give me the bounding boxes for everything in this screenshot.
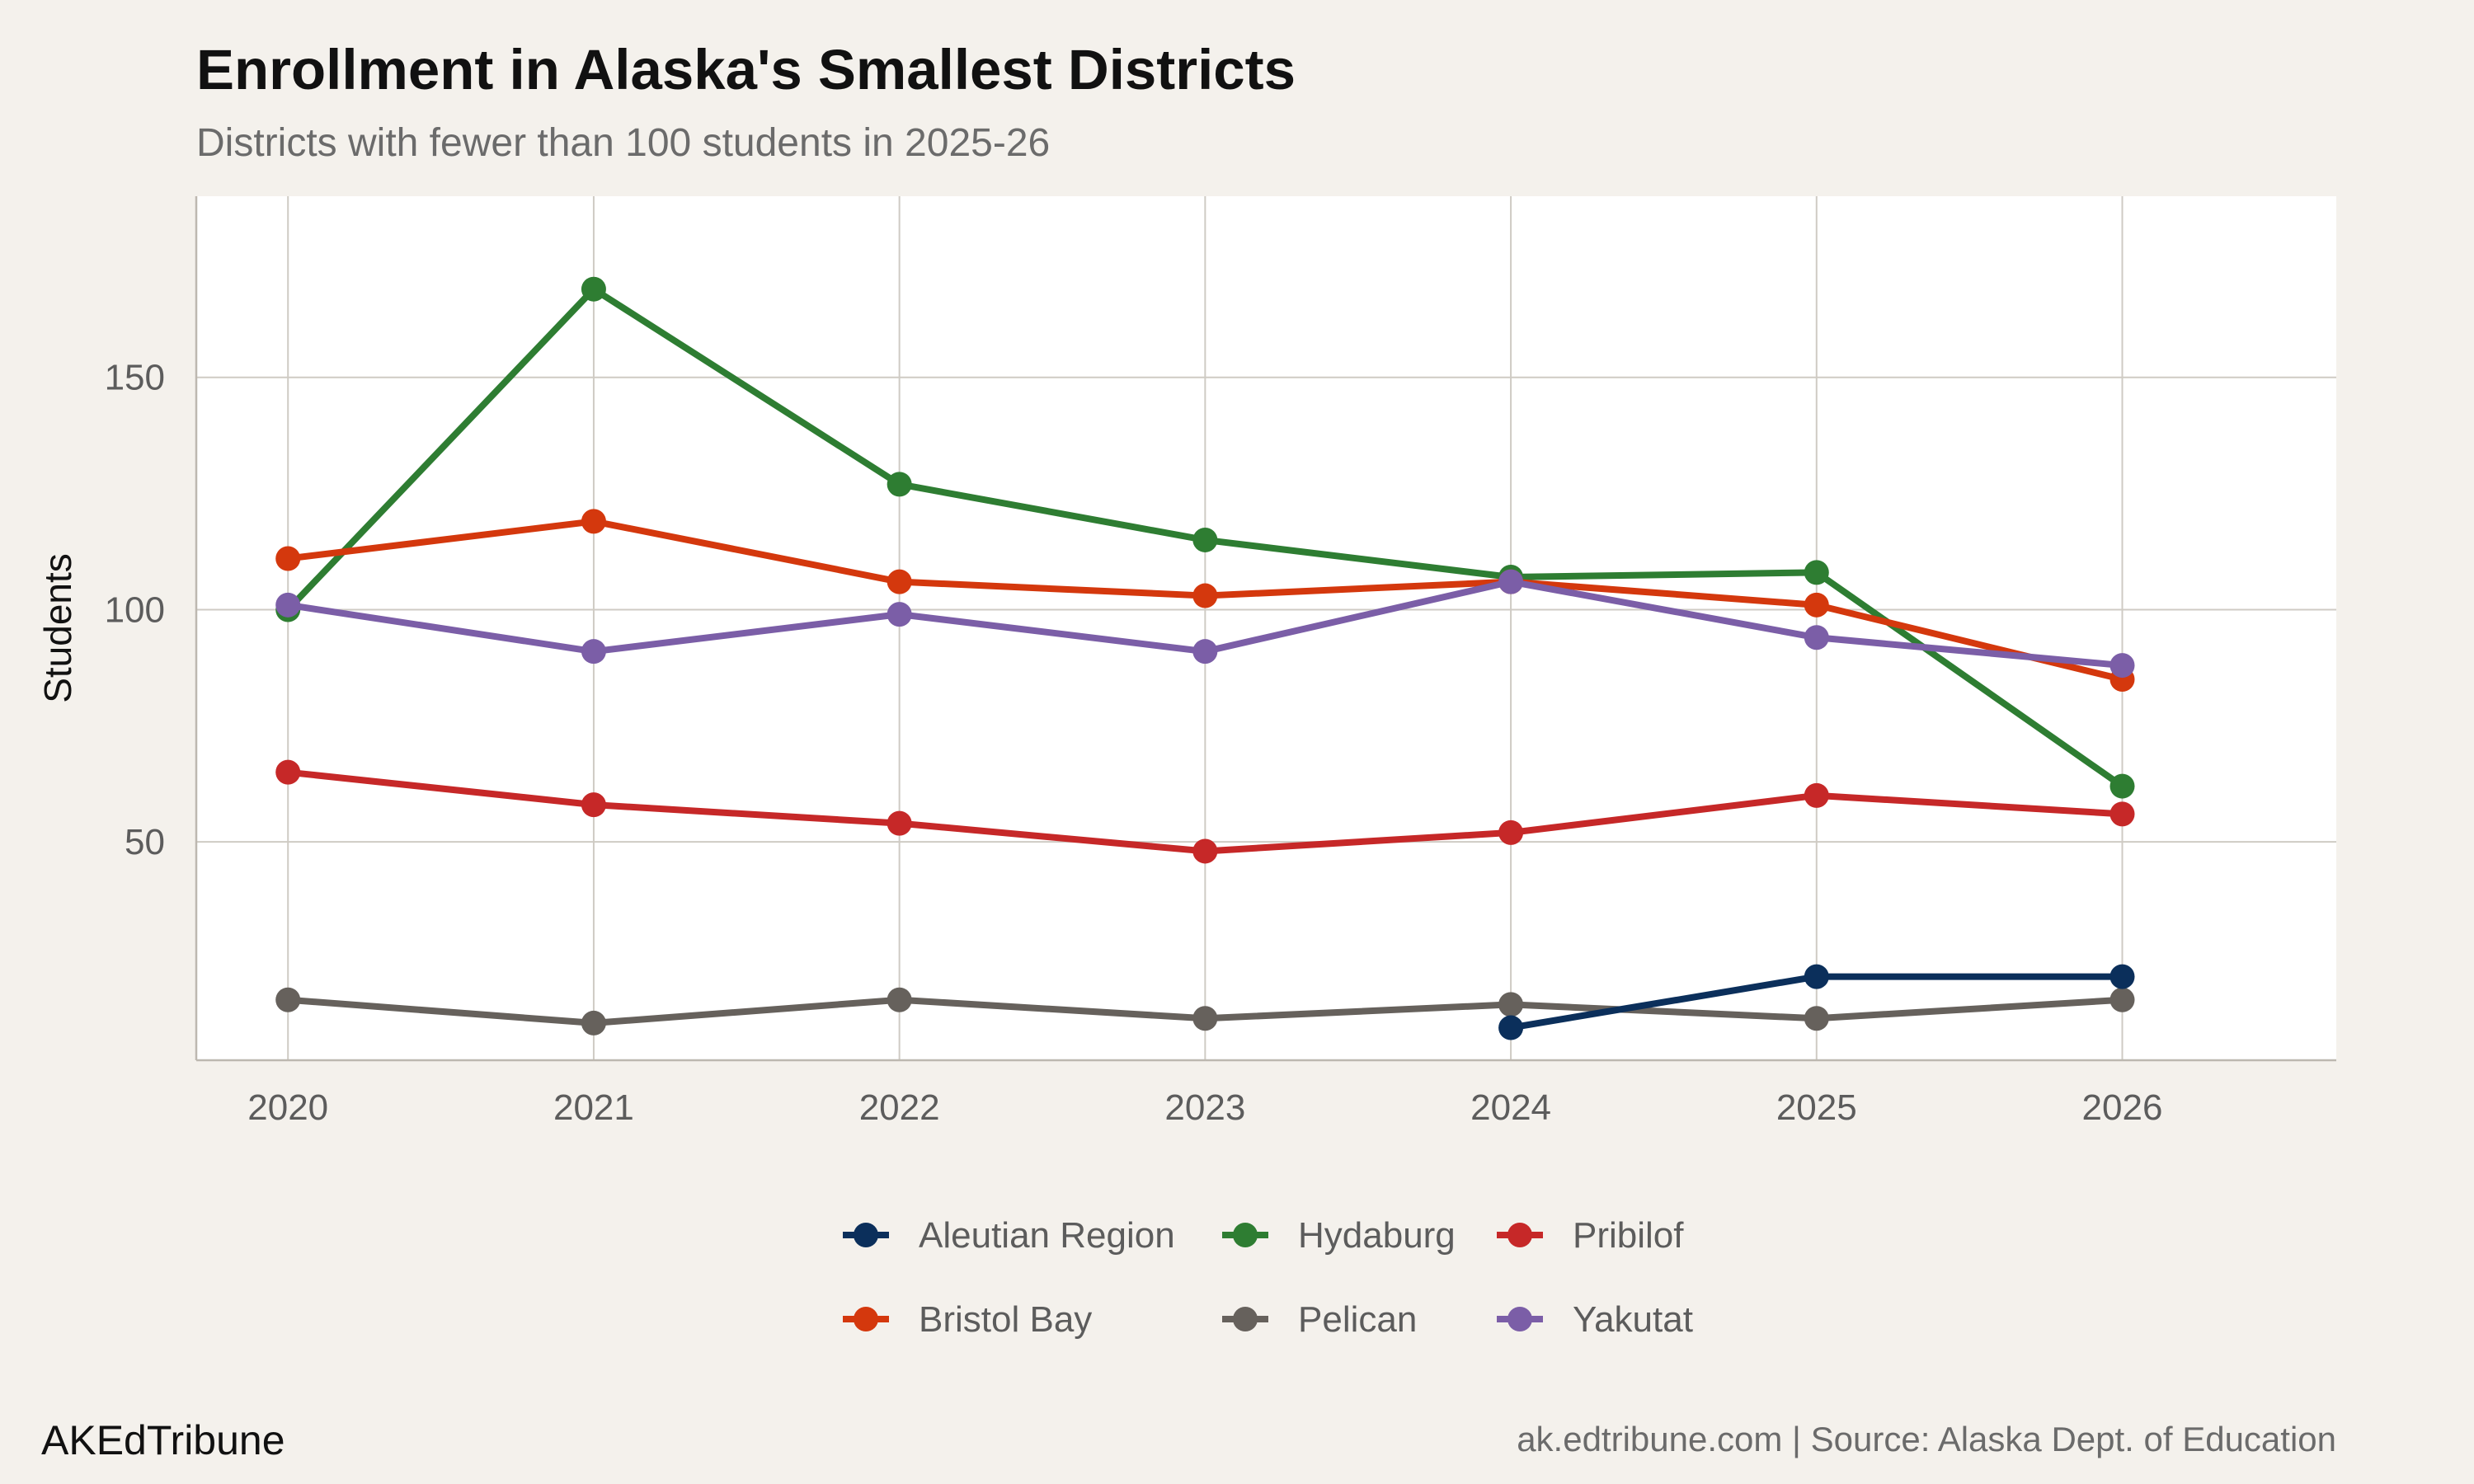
data-point-pelican: [887, 987, 912, 1012]
legend-label: Hydaburg: [1298, 1215, 1456, 1256]
y-tick-label: 100: [105, 589, 165, 630]
x-tick-label: 2026: [2082, 1087, 2163, 1128]
data-point-yakutat: [887, 602, 912, 627]
legend-key-marker: [1233, 1307, 1258, 1331]
data-point-hydaburg: [887, 472, 912, 497]
legend-item-aleutian-region: Aleutian Region: [843, 1215, 1175, 1256]
data-point-hydaburg: [2109, 773, 2135, 799]
legend-label: Pelican: [1298, 1299, 1417, 1340]
series-yakutat: [275, 569, 2135, 679]
series-pelican: [275, 987, 2135, 1036]
data-point-pribilof: [1192, 838, 1218, 864]
data-point-hydaburg: [1192, 527, 1218, 552]
legend-label: Bristol Bay: [919, 1299, 1092, 1340]
data-point-bristol-bay: [1804, 592, 1829, 618]
legend-key-marker: [854, 1307, 878, 1331]
x-tick-label: 2021: [553, 1087, 634, 1128]
legend-key-marker: [1507, 1223, 1532, 1247]
data-point-pelican: [1498, 992, 1524, 1017]
legend-item-hydaburg: Hydaburg: [1222, 1215, 1456, 1256]
legend-item-pelican: Pelican: [1222, 1299, 1417, 1340]
data-point-yakutat: [1192, 639, 1218, 665]
data-point-pribilof: [887, 810, 912, 836]
data-point-aleutian-region: [1804, 964, 1829, 989]
data-point-aleutian-region: [2109, 964, 2135, 989]
data-point-yakutat: [581, 639, 606, 665]
tick-labels: 2020 2021 2022 2023 2024 2025 2026 50 100 150: [105, 358, 2163, 1128]
series-pribilof: [275, 759, 2135, 864]
x-tick-label: 2024: [1470, 1087, 1551, 1128]
data-point-pribilof: [581, 792, 606, 818]
axes: [195, 196, 2336, 1062]
data-point-pribilof: [1804, 782, 1829, 808]
legend-item-bristol-bay: Bristol Bay: [843, 1299, 1092, 1340]
data-point-pelican: [1192, 1006, 1218, 1031]
data-point-yakutat: [1804, 625, 1829, 650]
x-tick-label: 2020: [247, 1087, 328, 1128]
brand-logo-text: AKEdTribune: [41, 1417, 285, 1463]
data-point-hydaburg: [1804, 560, 1829, 585]
data-point-bristol-bay: [275, 546, 301, 571]
data-point-bristol-bay: [581, 509, 606, 534]
legend-label: Aleutian Region: [919, 1215, 1175, 1256]
data-point-yakutat: [2109, 653, 2135, 679]
series-aleutian-region: [1498, 964, 2135, 1040]
source-note: ak.edtribune.com | Source: Alaska Dept. …: [1517, 1420, 2336, 1458]
legend-item-yakutat: Yakutat: [1497, 1299, 1693, 1340]
y-axis-label: Students: [36, 553, 79, 703]
chart-subtitle: Districts with fewer than 100 students i…: [196, 121, 1050, 165]
data-point-pribilof: [275, 759, 301, 785]
chart-title: Enrollment in Alaska's Smallest District…: [196, 38, 1296, 101]
data-point-bristol-bay: [887, 569, 912, 594]
x-tick-label: 2022: [859, 1087, 940, 1128]
data-point-aleutian-region: [1498, 1015, 1524, 1040]
legend-key-marker: [854, 1223, 878, 1247]
data-point-bristol-bay: [1192, 583, 1218, 608]
data-point-pribilof: [1498, 819, 1524, 845]
y-tick-label: 50: [125, 822, 165, 862]
legend-item-pribilof: Pribilof: [1497, 1215, 1684, 1256]
legend: Aleutian Region Bristol Bay Hydaburg Pelica…: [843, 1215, 1693, 1340]
legend-label: Pribilof: [1573, 1215, 1684, 1256]
data-point-pelican: [275, 987, 301, 1012]
legend-key-marker: [1233, 1223, 1258, 1247]
data-point-pribilof: [2109, 801, 2135, 827]
y-tick-label: 150: [105, 358, 165, 398]
legend-label: Yakutat: [1573, 1299, 1693, 1340]
x-tick-label: 2025: [1776, 1087, 1857, 1128]
data-point-hydaburg: [581, 276, 606, 302]
data-point-yakutat: [1498, 569, 1524, 594]
x-tick-label: 2023: [1164, 1087, 1245, 1128]
data-point-pelican: [581, 1010, 606, 1036]
data-point-yakutat: [275, 592, 301, 618]
data-point-pelican: [2109, 987, 2135, 1012]
data-point-pelican: [1804, 1006, 1829, 1031]
plot-area: [196, 196, 2336, 1060]
legend-key-marker: [1507, 1307, 1532, 1331]
series-lines: [275, 276, 2135, 1040]
